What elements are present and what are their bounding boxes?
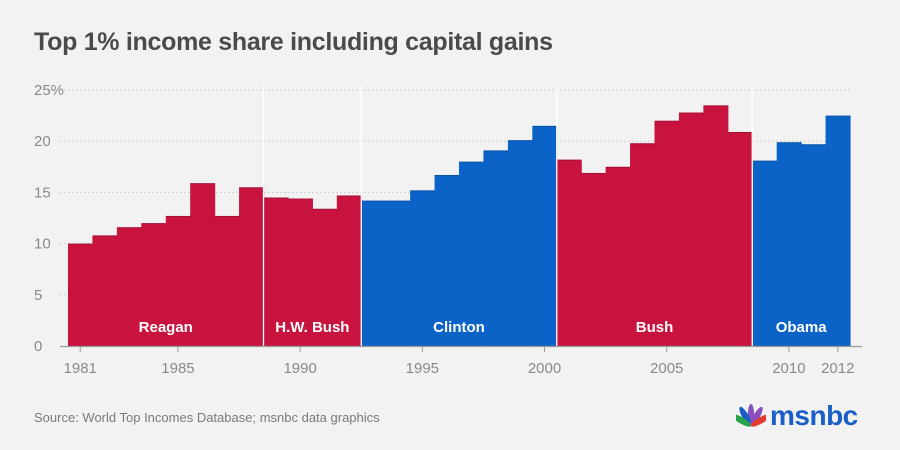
chart-title: Top 1% income share including capital ga… [34,28,553,56]
bar [287,198,313,346]
peacock-icon [736,404,766,427]
bar [239,187,265,346]
msnbc-logo: msnbc [736,398,858,434]
bar [361,200,387,346]
source-note: Source: World Top Incomes Database; msnb… [34,410,380,425]
y-tick-label: 20 [34,133,51,150]
bar [92,235,118,346]
y-tick-label: 15 [34,184,51,201]
era-label: Bush [636,319,674,336]
bar [434,174,460,346]
bar [483,150,509,346]
bar [190,183,216,346]
bar [68,243,94,346]
x-tick-label: 2000 [528,360,561,377]
x-tick-label: 2010 [772,360,805,377]
y-tick-label: 10 [34,236,51,253]
bar [678,112,704,346]
bar [752,160,778,346]
bar [581,172,607,346]
bar [410,190,436,346]
bar [825,115,851,346]
bar [605,166,631,346]
era-label: Reagan [139,319,193,336]
era-label: Clinton [433,319,485,336]
bar [165,215,191,346]
bar [141,223,167,346]
x-tick-label: 1981 [64,360,97,377]
bar [776,142,802,346]
bar [801,144,827,346]
bar [385,200,411,346]
bar [630,143,656,346]
bar [654,120,680,346]
bar [214,215,240,346]
bar [727,131,753,346]
logo-text: msnbc [770,400,858,431]
y-tick-label: 0 [34,338,42,355]
x-tick-label: 2012 [821,360,854,377]
bar [507,140,533,346]
bar [556,159,582,346]
y-tick-label: 5 [34,287,42,304]
x-tick-label: 1995 [406,360,439,377]
bar [116,227,142,346]
bar [263,197,289,346]
x-tick-label: 1990 [283,360,316,377]
x-tick-label: 1985 [161,360,194,377]
bar [703,105,729,346]
x-tick-label: 2005 [650,360,683,377]
bar [532,125,558,346]
bar [459,161,485,346]
y-tick-label: 25% [34,82,64,99]
era-label: Obama [776,319,828,336]
era-label: H.W. Bush [275,319,349,336]
bar [336,195,362,346]
bar [312,208,338,346]
